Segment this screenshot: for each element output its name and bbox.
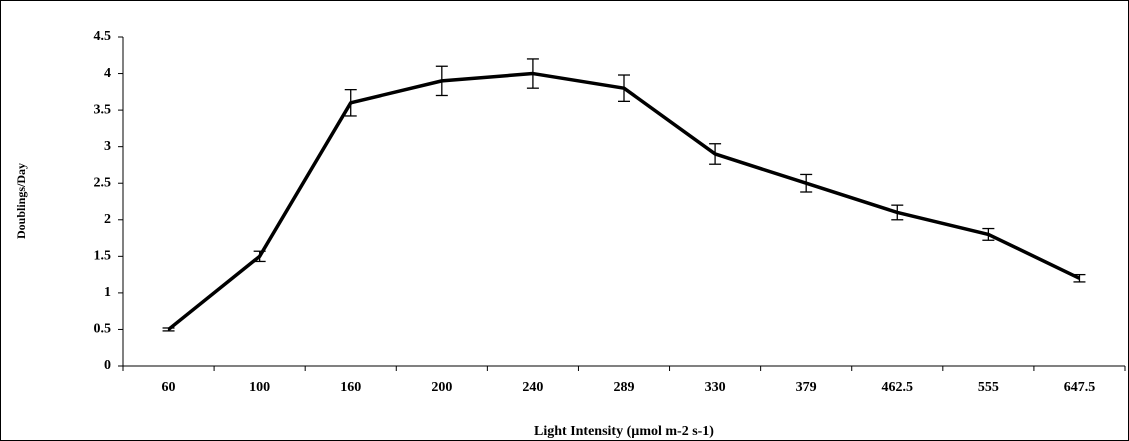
y-tick-label: 2.5: [94, 175, 112, 190]
y-tick-label: 4.5: [94, 29, 112, 44]
x-tick-label: 100: [249, 380, 270, 395]
x-tick-label: 289: [614, 380, 635, 395]
x-tick-label: 200: [431, 380, 452, 395]
error-bar: [982, 227, 995, 241]
x-tick-label: 647.5: [1064, 380, 1096, 395]
y-tick-label: 4: [104, 66, 111, 81]
y-tick-label: 1: [104, 285, 111, 300]
x-axis-label: Light Intensity (µmol m-2 s-1): [534, 424, 714, 439]
y-tick-label: 0: [104, 358, 111, 373]
error-bar: [435, 65, 448, 97]
y-tick-label: 3: [104, 139, 111, 154]
x-tick-label: 160: [340, 380, 361, 395]
error-bar: [618, 74, 630, 102]
y-tick-label: 2: [104, 212, 111, 227]
error-bar: [709, 143, 722, 165]
x-tick-label: 555: [978, 380, 999, 395]
error-bar: [800, 173, 813, 193]
x-tick-label: 60: [162, 380, 176, 395]
y-tick-label: 0.5: [94, 322, 112, 337]
y-axis-label: Doublings/Day: [14, 163, 28, 239]
error-bar: [891, 204, 904, 221]
x-tick-label: 330: [705, 380, 726, 395]
x-tick-label: 462.5: [882, 380, 914, 395]
error-bar: [162, 327, 175, 332]
y-tick-label: 1.5: [94, 249, 112, 264]
x-tick-label: 379: [796, 380, 817, 395]
error-bar: [526, 58, 539, 89]
x-tick-label: 240: [522, 380, 543, 395]
error-bar: [344, 88, 357, 117]
error-bar: [253, 250, 266, 263]
y-tick-label: 3.5: [94, 102, 112, 117]
error-bar: [1073, 273, 1086, 283]
